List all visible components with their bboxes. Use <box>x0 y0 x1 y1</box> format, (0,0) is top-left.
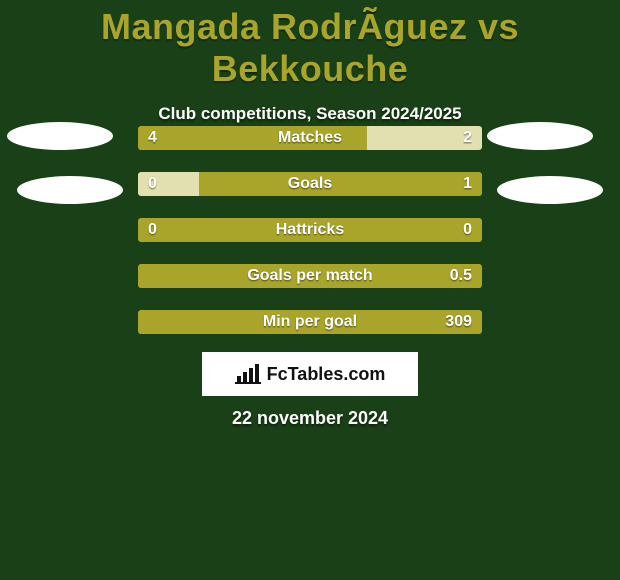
branding-box: FcTables.com <box>202 352 418 396</box>
stat-row-label: Goals <box>138 172 482 196</box>
player-marker <box>497 176 603 204</box>
subtitle: Club competitions, Season 2024/2025 <box>0 104 620 124</box>
stat-row-value-right: 0.5 <box>450 264 472 288</box>
stat-row: Matches4 2 <box>138 126 482 150</box>
player-marker <box>487 122 593 150</box>
stat-row: Min per goal309 <box>138 310 482 334</box>
stat-row-value-right: 1 <box>463 172 472 196</box>
stat-row: Goals0 1 <box>138 172 482 196</box>
stat-row-value-left: 0 <box>148 218 157 242</box>
stat-row-value-left: 4 <box>148 126 157 150</box>
player-marker <box>7 122 113 150</box>
stat-row: Goals per match0.5 <box>138 264 482 288</box>
stat-row-value-left: 0 <box>148 172 157 196</box>
generated-date: 22 november 2024 <box>0 408 620 429</box>
stat-row: Hattricks0 0 <box>138 218 482 242</box>
bar-chart-icon <box>235 364 261 384</box>
stat-row-value-right: 2 <box>463 126 472 150</box>
stat-row-value-right: 0 <box>463 218 472 242</box>
branding-text: FcTables.com <box>267 364 386 385</box>
stat-row-label: Goals per match <box>138 264 482 288</box>
page-title: Mangada RodrÃ­guez vs Bekkouche <box>0 6 620 90</box>
stat-row-value-right: 309 <box>445 310 472 334</box>
stats-rows: Matches42Goals01Hattricks00Goals per mat… <box>138 126 482 356</box>
stat-row-label: Min per goal <box>138 310 482 334</box>
stat-row-label: Hattricks <box>138 218 482 242</box>
comparison-infographic: Mangada RodrÃ­guez vs Bekkouche Club com… <box>0 0 620 580</box>
player-marker <box>17 176 123 204</box>
stat-row-label: Matches <box>138 126 482 150</box>
